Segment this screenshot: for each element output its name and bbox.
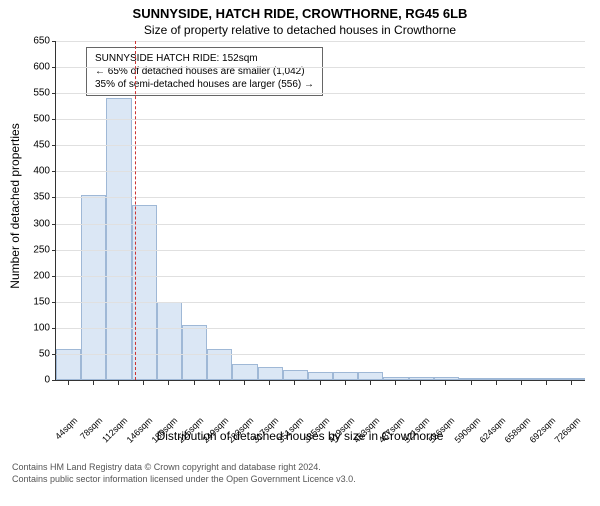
x-tick-mark xyxy=(320,381,321,385)
y-tick-label: 100 xyxy=(33,322,56,333)
histogram-bar xyxy=(358,372,383,380)
footer-line2: Contains public sector information licen… xyxy=(12,473,600,485)
y-tick-label: 200 xyxy=(33,270,56,281)
histogram-bar xyxy=(258,367,283,380)
x-tick-mark xyxy=(219,381,220,385)
histogram-bar xyxy=(157,302,182,380)
footer: Contains HM Land Registry data © Crown c… xyxy=(12,461,600,485)
x-tick-mark xyxy=(294,381,295,385)
footer-line1: Contains HM Land Registry data © Crown c… xyxy=(12,461,600,473)
histogram-bar xyxy=(283,370,308,380)
histogram-bar xyxy=(484,378,509,380)
annotation-line3: 35% of semi-detached houses are larger (… xyxy=(95,78,314,91)
chart-area: SUNNYSIDE HATCH RIDE: 152sqm ← 65% of de… xyxy=(55,41,585,411)
x-tick-mark xyxy=(496,381,497,385)
annotation-box: SUNNYSIDE HATCH RIDE: 152sqm ← 65% of de… xyxy=(86,47,323,96)
y-tick-label: 500 xyxy=(33,114,56,125)
x-tick-mark xyxy=(269,381,270,385)
annotation-line1: SUNNYSIDE HATCH RIDE: 152sqm xyxy=(95,52,314,65)
x-tick-mark xyxy=(143,381,144,385)
x-tick-labels: 44sqm78sqm112sqm146sqm180sqm215sqm249sqm… xyxy=(55,381,585,411)
plot-region: SUNNYSIDE HATCH RIDE: 152sqm ← 65% of de… xyxy=(55,41,585,381)
x-tick-mark xyxy=(345,381,346,385)
y-tick-label: 250 xyxy=(33,244,56,255)
x-tick-mark xyxy=(445,381,446,385)
x-tick-mark xyxy=(546,381,547,385)
histogram-bar xyxy=(560,378,585,380)
y-tick-label: 600 xyxy=(33,62,56,73)
y-tick-label: 350 xyxy=(33,192,56,203)
x-tick-mark xyxy=(168,381,169,385)
y-tick-label: 300 xyxy=(33,218,56,229)
x-tick-mark xyxy=(471,381,472,385)
histogram-bar xyxy=(182,325,207,380)
y-tick-label: 550 xyxy=(33,88,56,99)
histogram-bar xyxy=(535,378,560,380)
x-tick-mark xyxy=(93,381,94,385)
x-tick-mark xyxy=(194,381,195,385)
histogram-bar xyxy=(434,377,459,380)
y-tick-label: 50 xyxy=(39,348,56,359)
x-tick-mark xyxy=(420,381,421,385)
reference-line xyxy=(135,41,136,380)
histogram-bar xyxy=(232,364,257,380)
y-tick-label: 400 xyxy=(33,166,56,177)
chart-title: SUNNYSIDE, HATCH RIDE, CROWTHORNE, RG45 … xyxy=(0,6,600,21)
y-axis-label: Number of detached properties xyxy=(8,123,22,288)
y-tick-label: 150 xyxy=(33,296,56,307)
x-tick-mark xyxy=(244,381,245,385)
histogram-bar xyxy=(509,378,534,380)
x-tick-mark xyxy=(118,381,119,385)
histogram-bar xyxy=(409,377,434,380)
x-tick-mark xyxy=(521,381,522,385)
histogram-bar xyxy=(308,372,333,380)
y-tick-label: 650 xyxy=(33,36,56,47)
x-tick-mark xyxy=(395,381,396,385)
x-tick-mark xyxy=(370,381,371,385)
histogram-bar xyxy=(459,378,484,380)
histogram-bar xyxy=(383,377,408,380)
x-tick-mark xyxy=(68,381,69,385)
chart-subtitle: Size of property relative to detached ho… xyxy=(0,23,600,37)
y-tick-label: 450 xyxy=(33,140,56,151)
x-tick-mark xyxy=(571,381,572,385)
histogram-bar xyxy=(106,98,131,380)
histogram-bar xyxy=(333,372,358,380)
